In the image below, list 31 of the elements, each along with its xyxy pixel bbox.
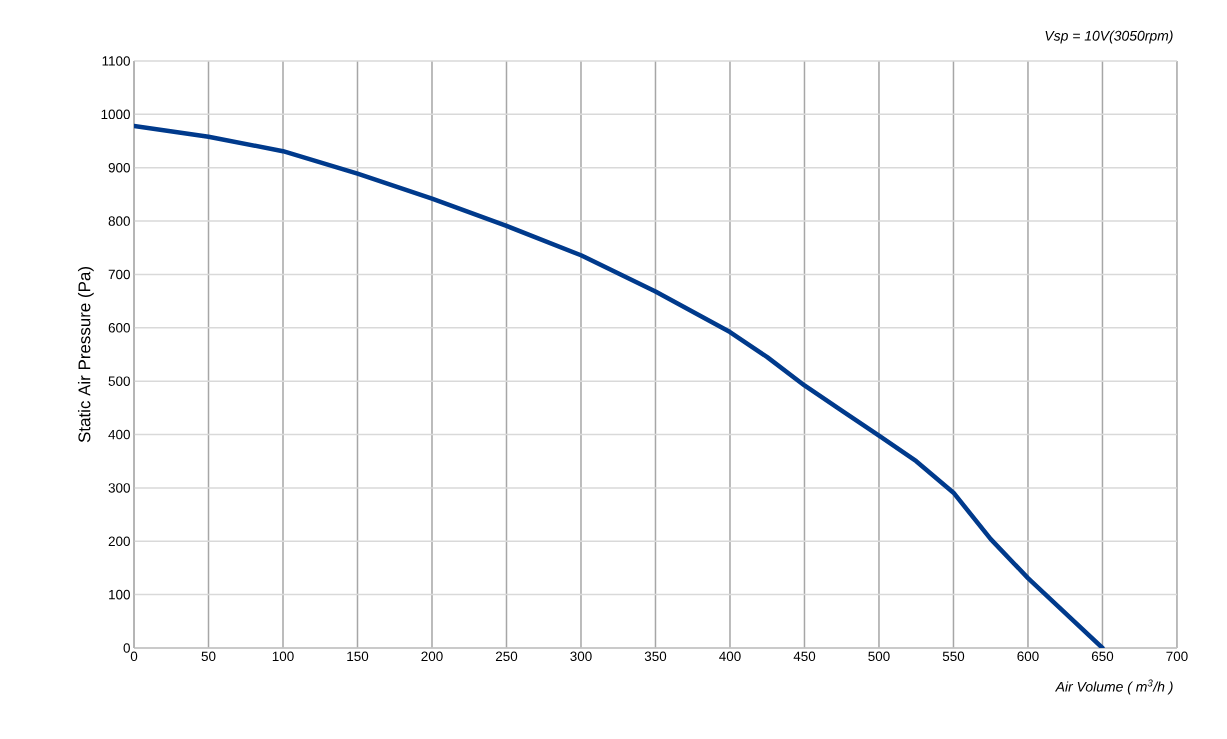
y-tick-label: 500 [108, 376, 130, 386]
x-tick-label: 600 [1017, 651, 1039, 662]
y-tick-label: 800 [108, 216, 130, 226]
y-tick-label: 1000 [101, 109, 130, 120]
x-tick-label: 250 [495, 651, 518, 662]
x-tick-label: 300 [570, 651, 592, 662]
y-tick-label: 1100 [102, 56, 130, 66]
x-tick-label: 500 [868, 651, 890, 662]
x-tick-label: 200 [421, 651, 443, 662]
x-tick-label: 350 [644, 651, 667, 662]
chart-title: Vsp = 10V(3050rpm) [1045, 30, 1173, 44]
x-tick-label: 700 [1166, 651, 1188, 662]
x-tick-label: 550 [942, 651, 965, 662]
y-tick-label: 200 [108, 536, 130, 547]
x-tick-label: 50 [201, 651, 216, 662]
x-tick-label: 450 [793, 651, 816, 662]
x-tick-label: 150 [347, 651, 369, 662]
x-tick-label: 0 [130, 651, 138, 662]
x-tick-label: 650 [1091, 651, 1114, 662]
y-tick-label: 700 [108, 269, 130, 280]
x-tick-label: 400 [719, 651, 741, 662]
line-series [134, 123, 1105, 648]
y-tick-label: 100 [109, 589, 130, 600]
y-axis-title: Static Air Pressure (Pa) [77, 267, 94, 443]
y-tick-label: 900 [108, 162, 130, 173]
x-tick-label: 100 [272, 651, 294, 662]
y-tick-label: 400 [108, 429, 130, 440]
text: Air Volume ( m$^{3}$/h ) [1054, 679, 1173, 695]
y-tick-label: 0 [123, 643, 130, 653]
y-tick-label: 300 [108, 483, 130, 493]
y-tick-label: 600 [108, 323, 130, 333]
